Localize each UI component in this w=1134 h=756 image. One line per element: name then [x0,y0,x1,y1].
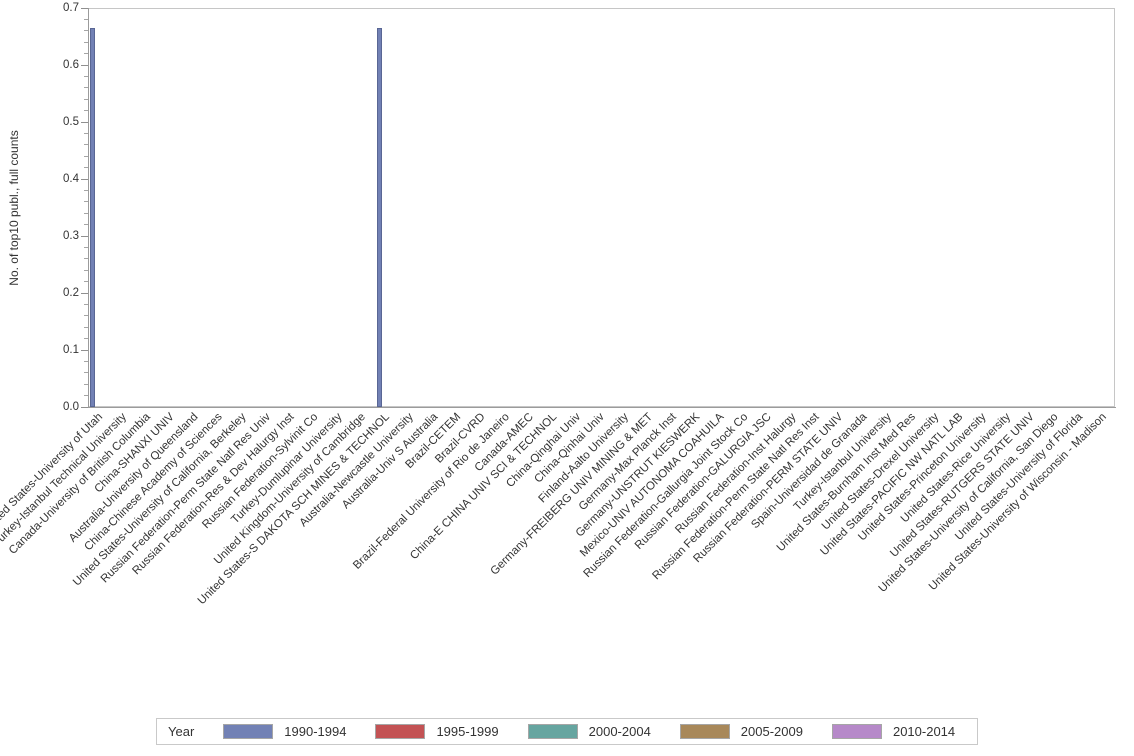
y-tick-label: 0.5 [63,116,79,128]
legend-entry: 2005-2009 [679,724,803,739]
y-minor-tick-mark [84,224,88,226]
y-tick-mark [81,235,88,237]
legend-entry: 1990-1994 [223,724,346,739]
y-tick-mark [81,178,88,180]
legend-swatch [375,724,426,739]
y-tick-mark [81,64,88,66]
plot-area [88,8,1115,407]
y-axis-line [88,8,89,408]
y-minor-tick-mark [84,383,88,385]
y-tick-label: 0.7 [63,2,79,14]
legend-item-label: 1995-1999 [436,724,499,739]
legend-item-label: 2005-2009 [740,724,803,739]
y-tick-label: 0.0 [63,401,79,413]
y-minor-tick-mark [84,360,88,362]
y-tick-mark [81,292,88,294]
legend-swatch [831,724,882,739]
y-tick-label: 0.3 [63,230,79,242]
y-tick-mark [81,121,88,123]
y-minor-tick-mark [84,87,88,89]
y-minor-tick-mark [84,372,88,374]
bar [376,27,382,407]
y-tick-label: 0.2 [63,287,79,299]
y-minor-tick-mark [84,75,88,77]
x-axis-line [88,407,1116,408]
bar [89,27,95,407]
legend-entry: 1995-1999 [375,724,499,739]
y-minor-tick-mark [84,30,88,32]
y-minor-tick-mark [84,41,88,43]
legend-item-label: 2000-2004 [588,724,651,739]
y-tick-mark [81,406,88,408]
y-minor-tick-mark [84,395,88,397]
y-minor-tick-mark [84,303,88,305]
legend-swatch [223,724,274,739]
legend-entry: 2000-2004 [527,724,651,739]
legend-swatch [527,724,578,739]
y-minor-tick-mark [84,98,88,100]
y-minor-tick-mark [84,246,88,248]
y-minor-tick-mark [84,18,88,20]
legend-entry: 2010-2014 [831,724,956,739]
y-tick-label: 0.4 [63,173,79,185]
y-minor-tick-mark [84,144,88,146]
legend-swatch [679,724,730,739]
y-minor-tick-mark [84,281,88,283]
y-tick-label: 0.1 [63,344,79,356]
y-minor-tick-mark [84,167,88,169]
y-axis-title: No. of top10 publ., full counts [7,130,21,286]
legend-title: Year [168,724,195,739]
y-minor-tick-mark [84,155,88,157]
legend-item-label: 2010-2014 [892,724,956,739]
y-tick-mark [81,349,88,351]
y-minor-tick-mark [84,212,88,214]
legend-item-label: 1990-1994 [284,724,347,739]
y-minor-tick-mark [84,338,88,340]
y-minor-tick-mark [84,189,88,191]
y-tick-label: 0.6 [63,59,79,71]
y-tick-mark [81,7,88,9]
y-minor-tick-mark [84,53,88,55]
y-minor-tick-mark [84,110,88,112]
y-minor-tick-mark [84,315,88,317]
y-minor-tick-mark [84,269,88,271]
y-minor-tick-mark [84,326,88,328]
legend: Year 1990-1994 1995-1999 2000-2004 2005-200… [156,718,978,745]
y-minor-tick-mark [84,201,88,203]
y-minor-tick-mark [84,258,88,260]
y-minor-tick-mark [84,132,88,134]
